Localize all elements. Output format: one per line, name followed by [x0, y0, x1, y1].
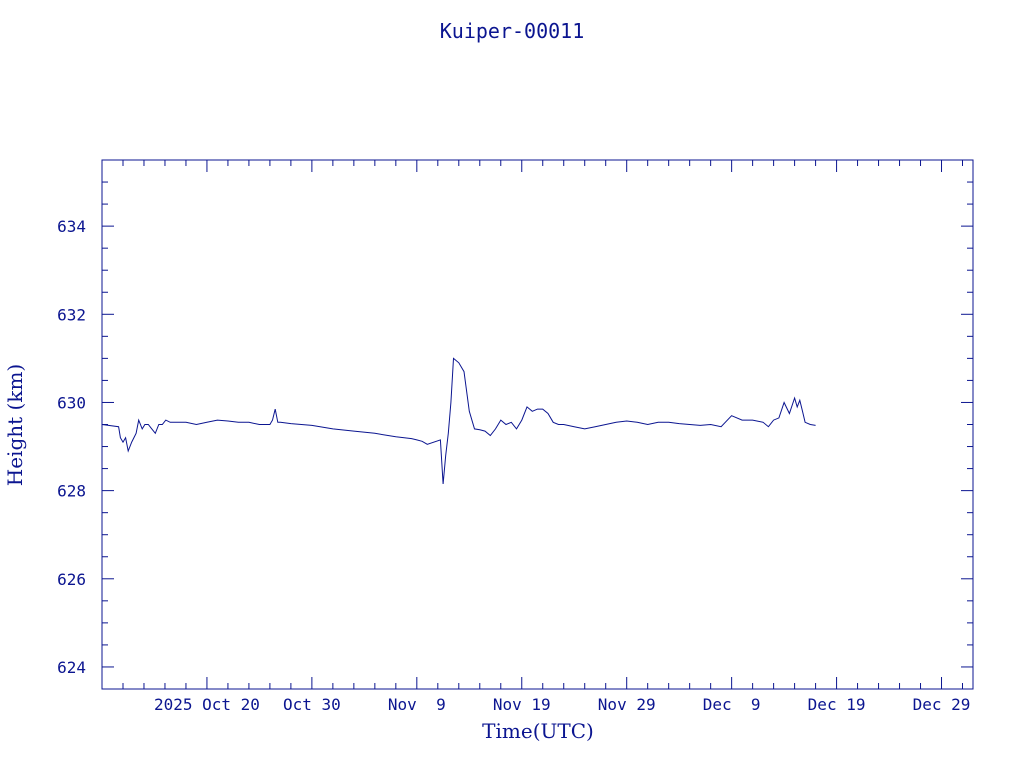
y-tick-label: 634	[57, 217, 86, 236]
tick-labels: 624 626 628 630 632 634 2025 Oct 20 Oct 30 Nov 9…	[57, 217, 970, 714]
x-axis-label: Time(UTC)	[482, 719, 594, 743]
x-tick-label: Dec 29	[913, 695, 971, 714]
x-tick-label: Dec 19	[808, 695, 866, 714]
height-series-line	[101, 357, 816, 485]
x-tick-label: Dec 9	[703, 695, 761, 714]
y-tick-label: 630	[57, 393, 86, 412]
chart-title: Kuiper-00011	[440, 19, 585, 43]
x-tick-label: Nov 9	[388, 695, 446, 714]
y-tick-label: 628	[57, 482, 86, 501]
y-axis-label: Height (km)	[3, 364, 27, 486]
plot-frame	[101, 159, 974, 690]
x-tick-label: Nov 19	[493, 695, 551, 714]
y-tick-label: 624	[57, 658, 86, 677]
x-tick-label: Nov 29	[598, 695, 656, 714]
y-tick-label: 626	[57, 570, 86, 589]
x-tick-label: Oct 30	[283, 695, 341, 714]
x-tick-label: 2025 Oct 20	[154, 695, 260, 714]
axis-ticks	[101, 159, 973, 690]
y-tick-label: 632	[57, 305, 86, 324]
